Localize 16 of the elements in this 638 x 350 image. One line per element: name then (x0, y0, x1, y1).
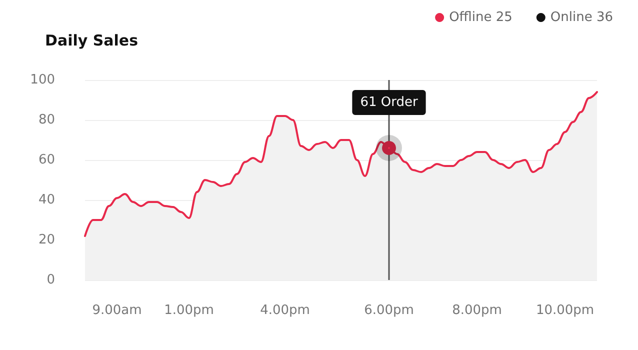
y-tick-label: 100 (30, 72, 55, 88)
annotation: 61 Order (360, 95, 418, 110)
y-tick-label: 80 (38, 112, 55, 128)
chart-title: Daily Sales (45, 32, 138, 50)
x-tick-label: 8.00pm (452, 303, 502, 318)
y-tick-label: 20 (38, 232, 55, 248)
x-tick-label: 1.00pm (164, 303, 214, 318)
y-tick-label: 0 (46, 272, 55, 288)
y-tick-label: 40 (38, 192, 55, 208)
y-tick-label: 60 (38, 152, 55, 168)
x-tick-label: 6.00pm (364, 303, 414, 318)
x-tick-label: 4.00pm (260, 303, 310, 318)
legend-label: Offline 25 (449, 10, 512, 25)
legend-label: Online 36 (550, 10, 614, 25)
x-tick-label: 10.00pm (536, 303, 594, 318)
x-tick-label: 9.00am (92, 303, 142, 318)
